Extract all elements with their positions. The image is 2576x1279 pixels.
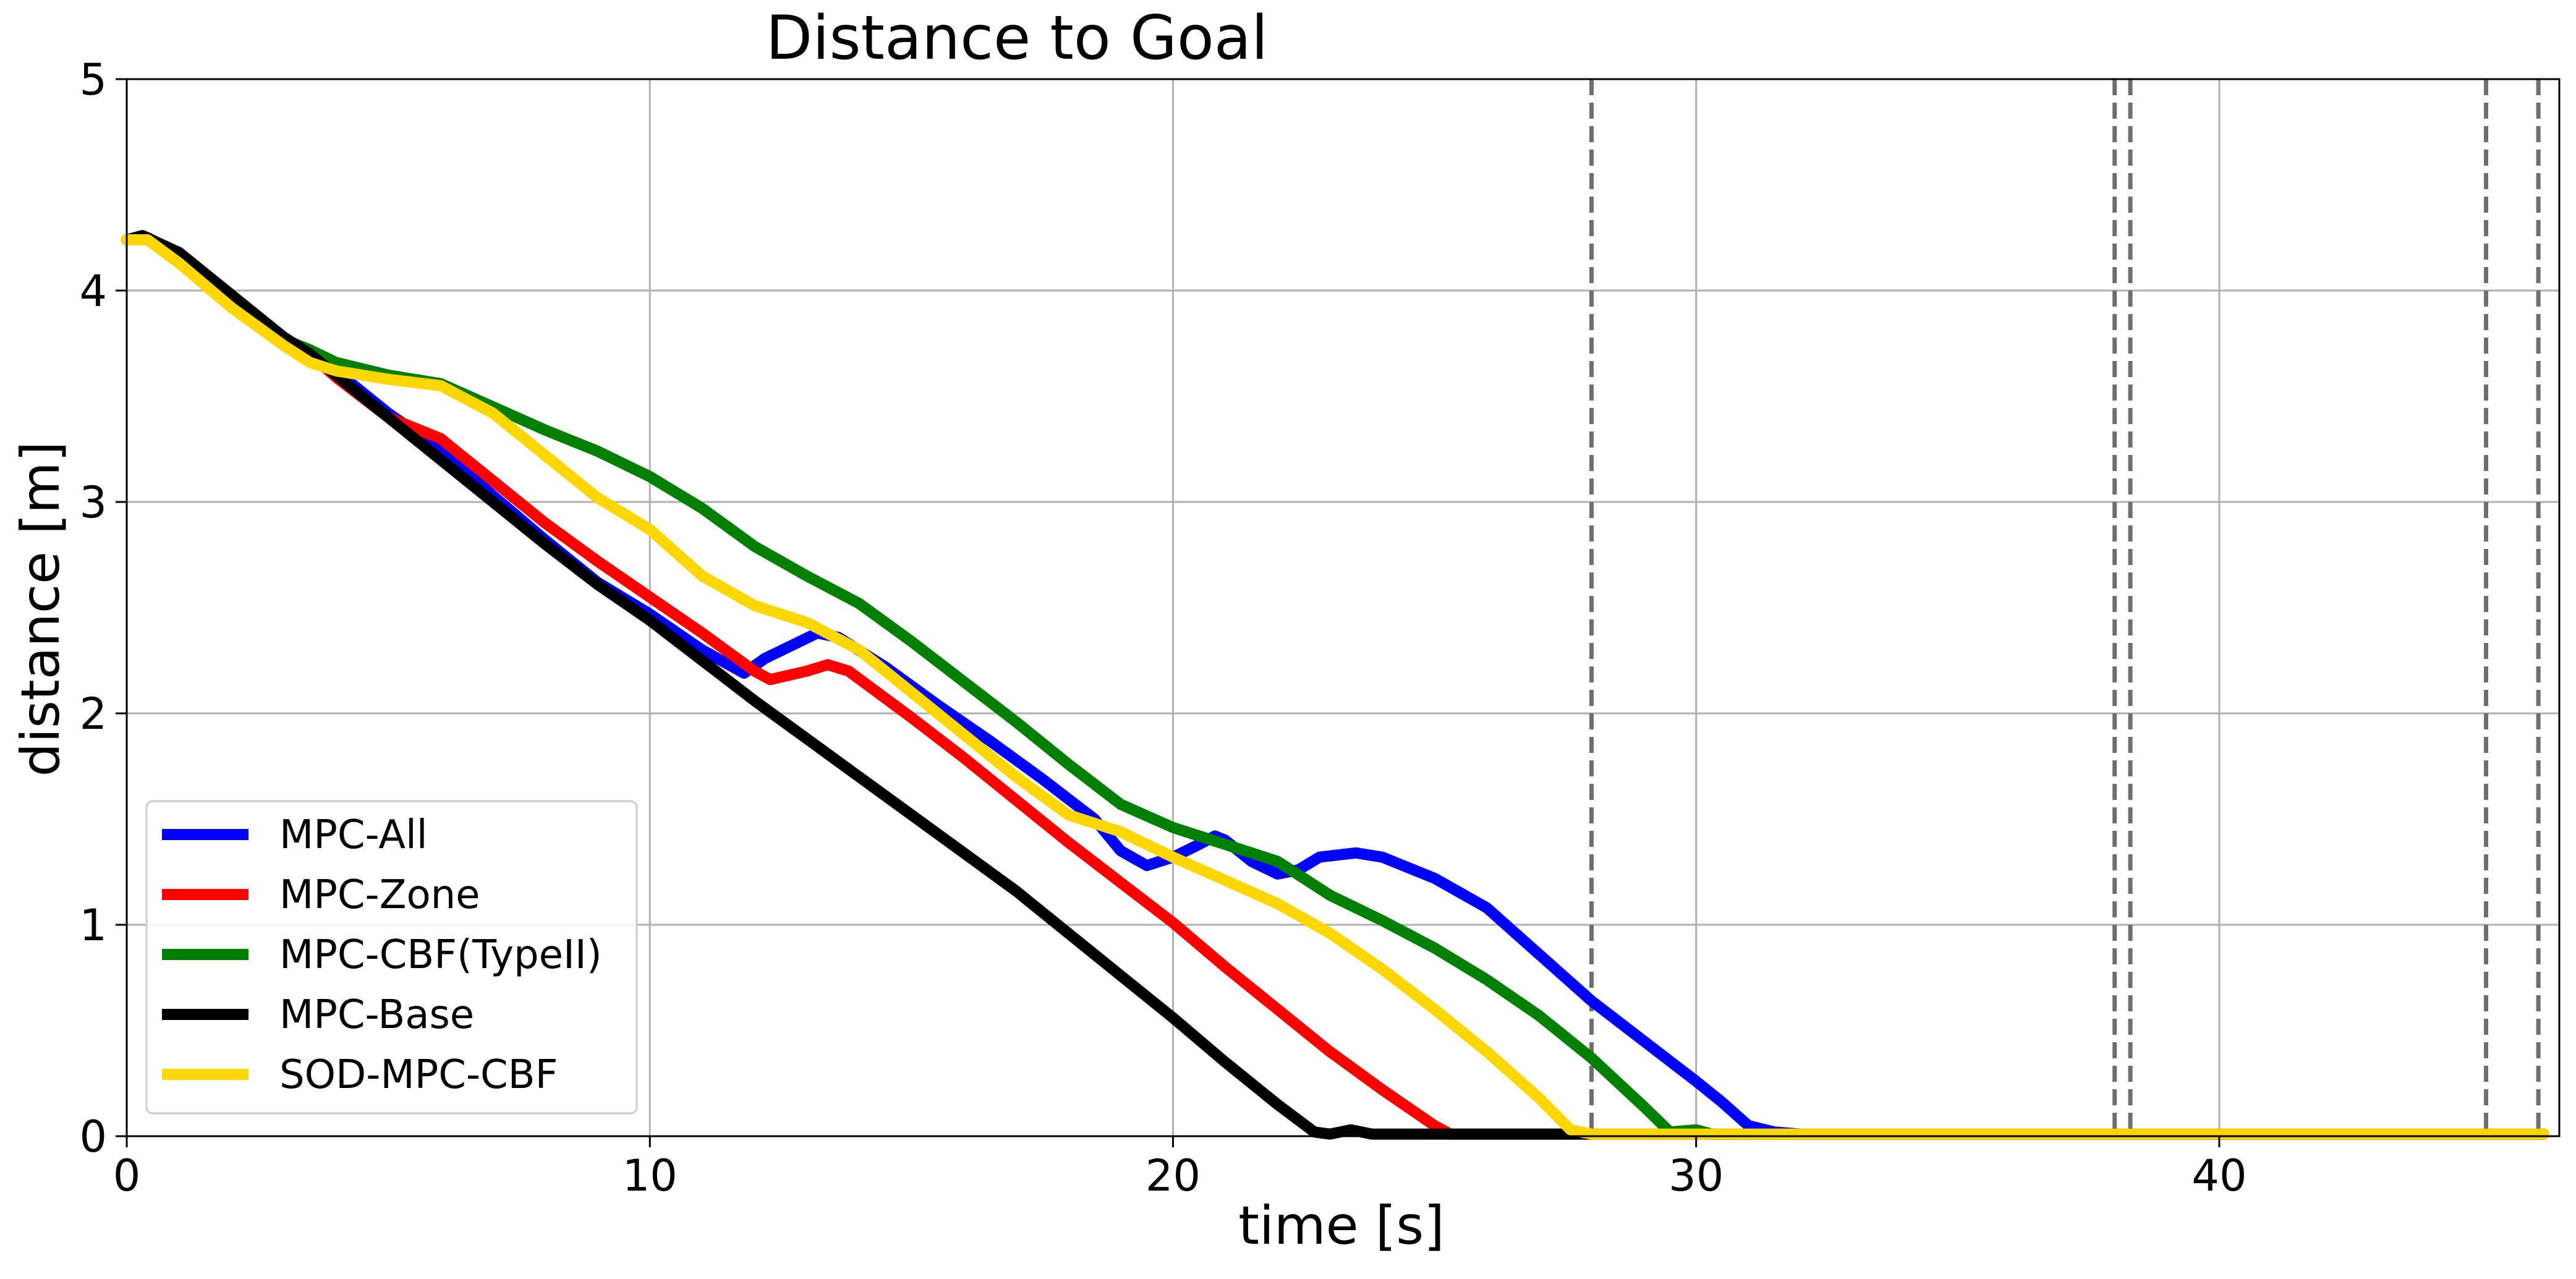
series-line-mpc-base [121,230,2549,1140]
y-tick-label: 5 [79,54,107,105]
axis-ticks: 0 10 20 30 40 0 1 2 3 4 5 [79,54,2247,1201]
y-axis-label: distance [m] [10,441,72,777]
y-tick-label: 0 [79,1111,107,1162]
y-tick-label: 3 [79,477,107,528]
legend-label: MPC-Base [279,992,474,1038]
legend-label: SOD-MPC-CBF [279,1052,558,1098]
legend: MPC-All MPC-Zone MPC-CBF(TypeII) MPC-Base SO… [145,800,638,1115]
legend-box [145,800,638,1115]
x-tick-label: 40 [2191,1150,2247,1201]
dashed-reference-lines [1589,79,2541,1136]
legend-label: MPC-All [279,812,428,858]
chart-title: Distance to Goal [766,3,1268,74]
x-tick-label: 20 [1146,1150,1201,1201]
y-tick-label: 2 [79,689,107,739]
y-tick-label: 1 [79,900,107,951]
x-tick-label: 30 [1668,1150,1724,1201]
x-tick-label: 0 [113,1150,141,1201]
x-tick-label: 10 [623,1150,678,1201]
series-line-sod-mpc-cbf [121,234,2549,1140]
legend-label: MPC-CBF(TypeII) [279,932,602,978]
x-axis-label: time [s] [1238,1195,1445,1257]
y-tick-label: 4 [79,266,107,317]
plot-frame [125,78,2561,1137]
series-line-mpc-cbf-typeii [121,232,2549,1140]
legend-label: MPC-Zone [279,872,480,918]
series-lines [121,230,2549,1140]
